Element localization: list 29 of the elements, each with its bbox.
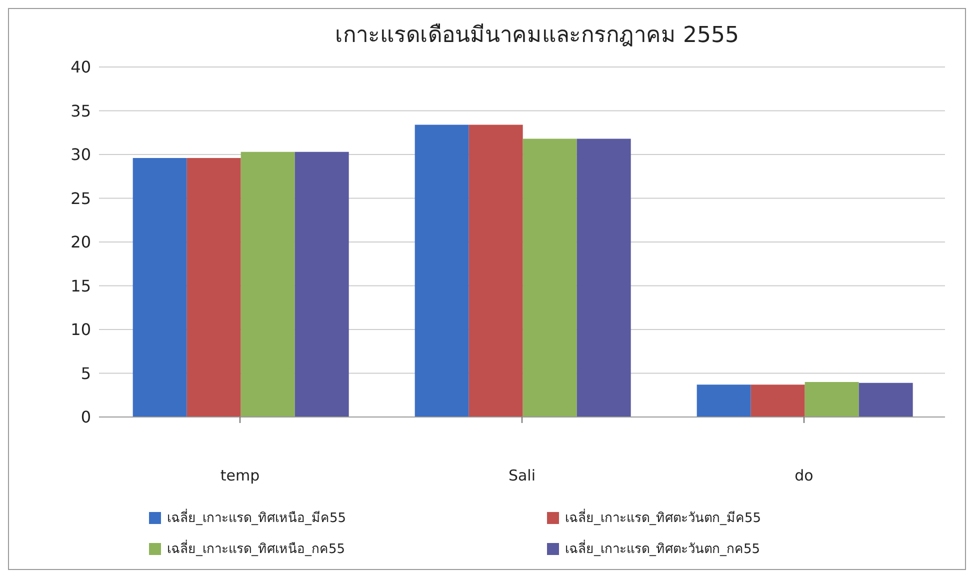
bar (186, 158, 241, 417)
y-tick-label: 10 (70, 320, 91, 340)
legend-label: เฉลี่ย_เกาะแรด_ทิศตะวันตก_กค55 (565, 538, 760, 559)
x-tick-label: temp (220, 466, 260, 485)
bar (522, 138, 577, 417)
bar (576, 138, 631, 417)
y-tick-label: 30 (70, 145, 91, 164)
bar (750, 384, 805, 417)
x-tick-label: Sali (508, 466, 536, 485)
bar (696, 384, 751, 417)
legend-label: เฉลี่ย_เกาะแรด_ทิศเหนือ_มีค55 (167, 508, 346, 528)
y-tick-label: 35 (70, 101, 91, 120)
bar (414, 124, 469, 417)
y-tick-label: 5 (80, 364, 91, 383)
y-tick-label: 20 (70, 232, 91, 252)
x-tick-label: do (794, 466, 814, 485)
bar (240, 152, 295, 417)
chart-title: เกาะแรดเดือนมีนาคมและกรกฎาคม 2555 (334, 22, 740, 50)
bar (858, 382, 913, 417)
y-tick-label: 15 (70, 276, 91, 296)
legend-label: เฉลี่ย_เกาะแรด_ทิศเหนือ_กค55 (167, 538, 346, 559)
bar (132, 158, 187, 417)
legend-label: เฉลี่ย_เกาะแรด_ทิศตะวันตก_มีค55 (565, 508, 762, 528)
y-tick-label: 25 (70, 188, 91, 208)
bar (468, 124, 523, 417)
y-tick-label: 0 (80, 408, 91, 427)
bar (294, 152, 349, 417)
bar (804, 382, 859, 417)
y-tick-label: 40 (70, 58, 91, 77)
